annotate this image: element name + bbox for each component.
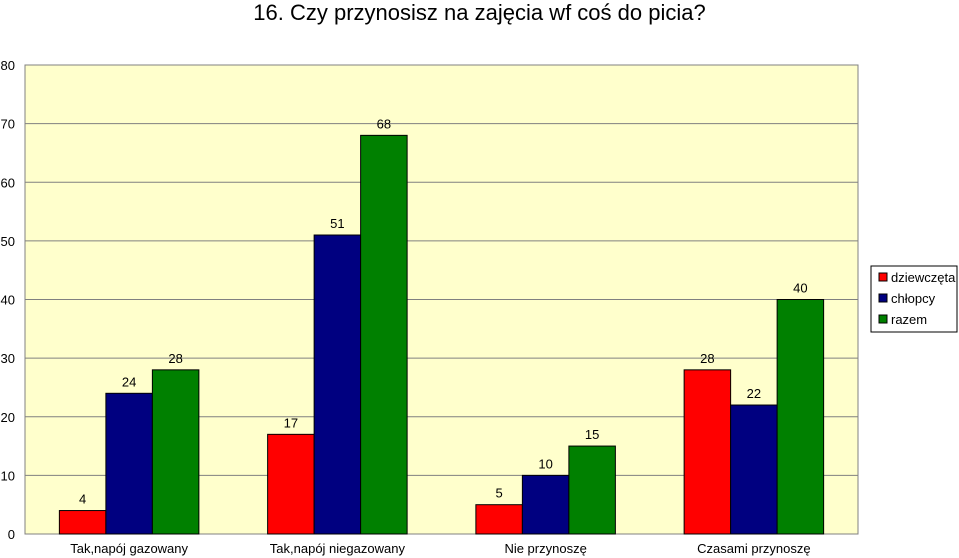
data-label: 68: [377, 116, 391, 131]
bar: [568, 445, 616, 535]
y-tick-label: 60: [1, 175, 15, 190]
legend-label: razem: [891, 312, 927, 327]
category-label: Tak,napój gazowany: [70, 541, 188, 556]
legend-swatch: [878, 314, 888, 324]
bar: [151, 369, 200, 535]
data-label: 24: [122, 374, 136, 389]
bar: [683, 369, 732, 535]
legend: dziewczęta chłopcy razem: [870, 265, 958, 333]
chart-title: 16. Czy przynosisz na zajęcia wf coś do …: [253, 0, 706, 25]
category-label: Tak,napój niegazowany: [270, 541, 406, 556]
y-tick-label: 50: [1, 234, 15, 249]
bars: 4 24 28 17 51 68 5 10 15 28 22 40: [58, 116, 825, 535]
bar: [360, 134, 408, 535]
bar: [521, 474, 570, 535]
data-label: 5: [496, 486, 503, 501]
category-label: Nie przynoszę: [504, 541, 586, 556]
data-label: 51: [330, 216, 344, 231]
y-tick-label: 70: [1, 117, 15, 132]
data-label: 15: [585, 427, 599, 442]
bar: [776, 299, 825, 535]
y-tick-label: 20: [1, 410, 15, 425]
bar: [267, 433, 315, 535]
data-label: 28: [700, 351, 714, 366]
legend-label: dziewczęta: [891, 270, 956, 285]
data-label: 4: [79, 492, 86, 507]
data-label: 10: [538, 456, 552, 471]
axes: 0 10 20 30 40 50 60 70 80 Tak,napój gazowany Tak,n…: [1, 58, 811, 556]
data-label: 28: [168, 351, 182, 366]
y-tick-label: 40: [1, 293, 15, 308]
bar: [313, 234, 362, 535]
legend-label: chłopcy: [891, 291, 936, 306]
y-tick-label: 80: [1, 58, 15, 73]
bar: [58, 510, 107, 535]
y-tick-label: 0: [8, 527, 15, 542]
data-label: 17: [284, 415, 298, 430]
legend-swatch: [878, 293, 888, 303]
y-tick-label: 10: [1, 468, 15, 483]
bar: [475, 504, 523, 535]
bar: [730, 404, 778, 535]
data-label: 40: [793, 281, 807, 296]
legend-swatch: [878, 272, 888, 282]
bar: [105, 392, 153, 535]
category-label: Czasami przynoszę: [697, 541, 810, 556]
y-tick-label: 30: [1, 351, 15, 366]
data-label: 22: [747, 386, 761, 401]
